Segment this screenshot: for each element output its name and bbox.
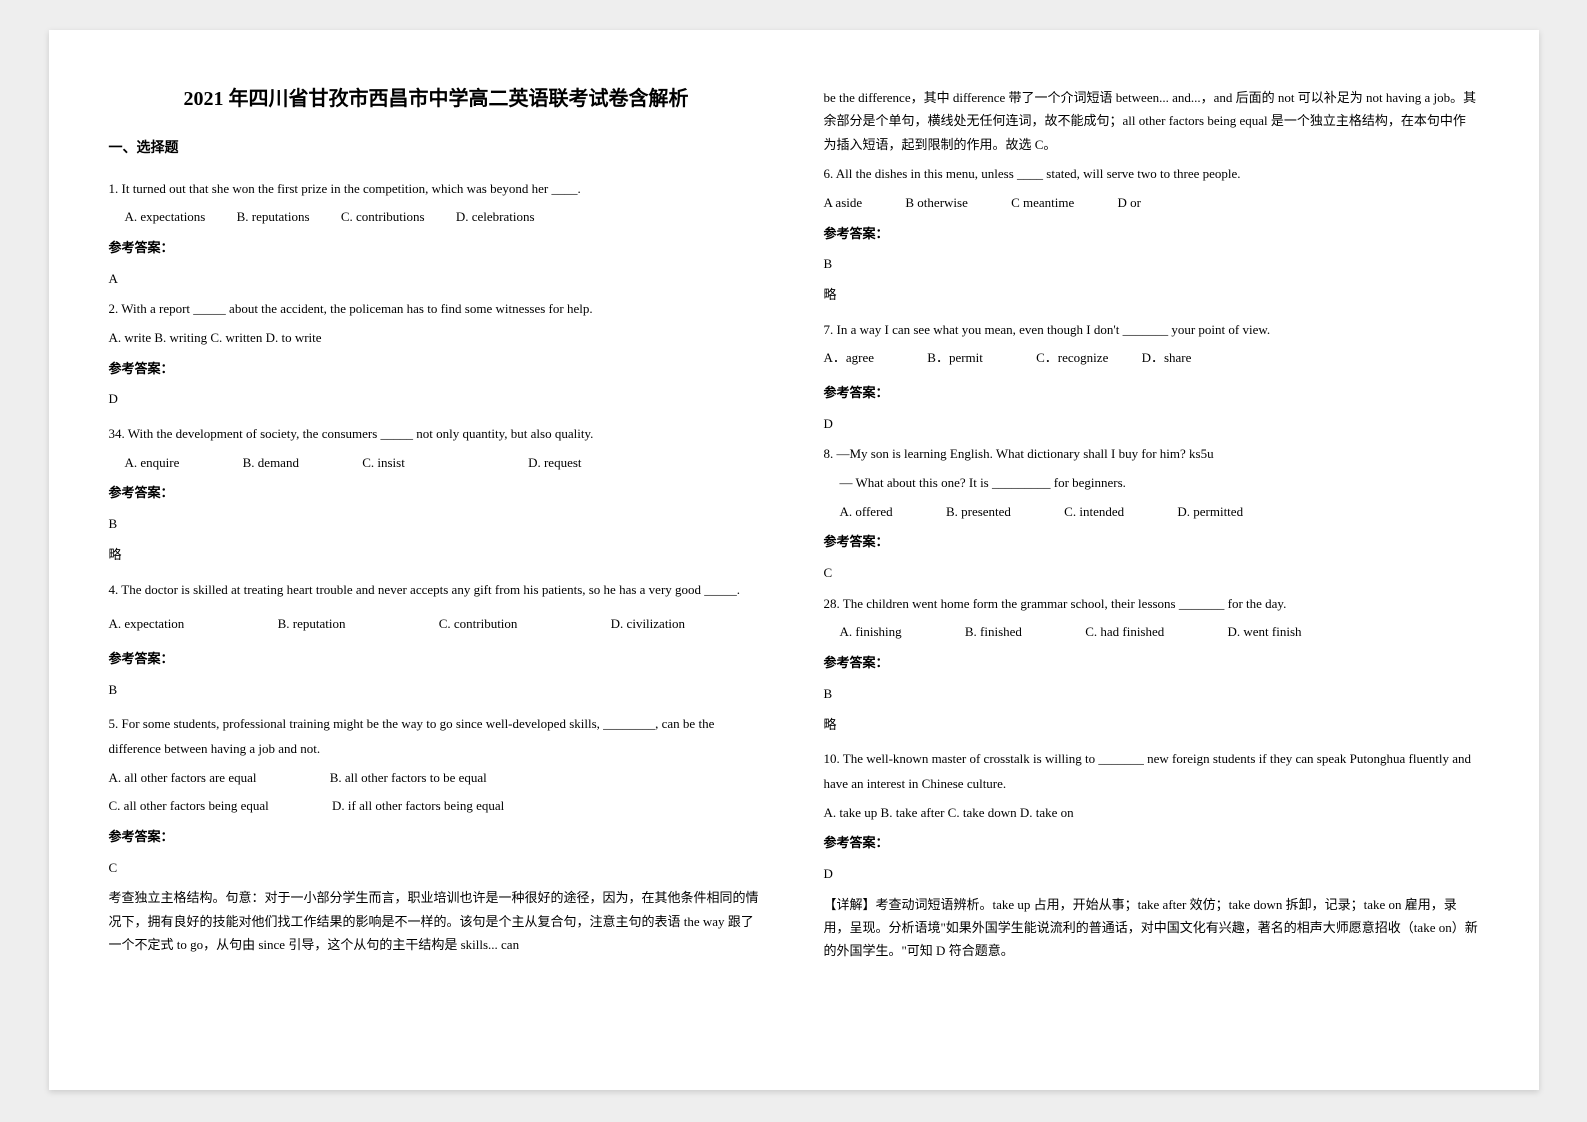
option-c: C. intended — [1064, 500, 1124, 525]
option-d: D or — [1118, 191, 1141, 216]
question-9-options: A. finishing B. finished C. had finished… — [824, 620, 1479, 645]
option-b: B. reputation — [278, 612, 346, 637]
question-9-text: 28. The children went home form the gram… — [824, 592, 1479, 617]
question-8-answer: C — [824, 561, 1479, 586]
option-a: A. offered — [840, 500, 893, 525]
option-c: C. all other factors being equal — [109, 794, 269, 819]
option-c: C. contributions — [341, 205, 425, 230]
option-b: B. presented — [946, 500, 1011, 525]
question-1-text: 1. It turned out that she won the first … — [109, 177, 764, 202]
option-a: A．agree — [824, 346, 875, 371]
question-4-options: A. expectation B. reputation C. contribu… — [109, 612, 764, 637]
question-7-options: A．agree B．permit C．recognize D．share — [824, 346, 1479, 371]
option-d: D. permitted — [1177, 500, 1243, 525]
answer-label: 参考答案： — [109, 236, 764, 261]
option-d: D. celebrations — [456, 205, 535, 230]
question-5-options-row1: A. all other factors are equal B. all ot… — [109, 766, 764, 791]
section-heading: 一、选择题 — [109, 136, 764, 163]
question-4-text: 4. The doctor is skilled at treating hea… — [109, 578, 764, 603]
question-7-answer: D — [824, 412, 1479, 437]
answer-label: 参考答案： — [109, 825, 764, 850]
question-9-note: 略 — [824, 713, 1479, 738]
option-b: B. reputations — [237, 205, 310, 230]
answer-label: 参考答案： — [824, 530, 1479, 555]
option-b: B. demand — [243, 451, 299, 476]
option-b: B. all other factors to be equal — [330, 766, 487, 791]
option-a: A. all other factors are equal — [109, 766, 257, 791]
question-5-answer: C — [109, 856, 764, 881]
question-6-answer: B — [824, 252, 1479, 277]
answer-label: 参考答案： — [824, 222, 1479, 247]
question-2-answer: D — [109, 387, 764, 412]
question-10-explanation: 【详解】考查动词短语辨析。take up 占用，开始从事；take after … — [824, 893, 1479, 963]
question-6-text: 6. All the dishes in this menu, unless _… — [824, 162, 1479, 187]
question-3-options: A. enquire B. demand C. insist D. reques… — [109, 451, 764, 476]
question-5-options-row2: C. all other factors being equal D. if a… — [109, 794, 764, 819]
question-6-options: A aside B otherwise C meantime D or — [824, 191, 1479, 216]
answer-label: 参考答案： — [109, 357, 764, 382]
question-8-text2: — What about this one? It is _________ f… — [824, 471, 1479, 496]
option-c: C. had finished — [1085, 620, 1164, 645]
option-d: D. if all other factors being equal — [332, 794, 504, 819]
question-5-text: 5. For some students, professional train… — [109, 712, 764, 761]
answer-label: 参考答案： — [824, 831, 1479, 856]
answer-label: 参考答案： — [109, 647, 764, 672]
option-c: C. contribution — [439, 612, 518, 637]
question-10-text: 10. The well-known master of crosstalk i… — [824, 747, 1479, 796]
option-d: D. went finish — [1228, 620, 1302, 645]
option-a: A. expectations — [125, 205, 206, 230]
question-3-answer: B — [109, 512, 764, 537]
document-title: 2021 年四川省甘孜市西昌市中学高二英语联考试卷含解析 — [109, 80, 764, 118]
question-6-note: 略 — [824, 283, 1479, 308]
option-b: B otherwise — [905, 191, 967, 216]
right-column: be the difference，其中 difference 带了一个介词短语… — [824, 80, 1479, 1040]
option-a: A. expectation — [109, 612, 185, 637]
question-5-explanation: 考查独立主格结构。句意：对于一小部分学生而言，职业培训也许是一种很好的途径，因为… — [109, 886, 764, 956]
question-1-answer: A — [109, 267, 764, 292]
question-8-text1: 8. —My son is learning English. What dic… — [824, 442, 1479, 467]
question-10-options: A. take up B. take after C. take down D.… — [824, 801, 1479, 826]
question-8-options: A. offered B. presented C. intended D. p… — [824, 500, 1479, 525]
document-page: 2021 年四川省甘孜市西昌市中学高二英语联考试卷含解析 一、选择题 1. It… — [49, 30, 1539, 1090]
question-1-options: A. expectations B. reputations C. contri… — [109, 205, 764, 230]
option-d: D．share — [1142, 346, 1192, 371]
question-3-note: 略 — [109, 543, 764, 568]
question-9-answer: B — [824, 682, 1479, 707]
left-column: 2021 年四川省甘孜市西昌市中学高二英语联考试卷含解析 一、选择题 1. It… — [109, 80, 764, 1040]
question-7-text: 7. In a way I can see what you mean, eve… — [824, 318, 1479, 343]
answer-label: 参考答案： — [824, 651, 1479, 676]
question-2-options: A. write B. writing C. written D. to wri… — [109, 326, 764, 351]
option-a: A aside — [824, 191, 863, 216]
question-10-answer: D — [824, 862, 1479, 887]
answer-label: 参考答案： — [824, 381, 1479, 406]
answer-label: 参考答案： — [109, 481, 764, 506]
option-d: D. civilization — [611, 612, 685, 637]
question-4-answer: B — [109, 678, 764, 703]
col2-continuation: be the difference，其中 difference 带了一个介词短语… — [824, 86, 1479, 156]
option-a: A. enquire — [125, 451, 180, 476]
option-d: D. request — [528, 451, 581, 476]
question-2-text: 2. With a report _____ about the acciden… — [109, 297, 764, 322]
option-c: C. insist — [362, 451, 405, 476]
option-b: B. finished — [965, 620, 1022, 645]
option-b: B．permit — [927, 346, 983, 371]
option-c: C meantime — [1011, 191, 1074, 216]
option-c: C．recognize — [1036, 346, 1108, 371]
option-a: A. finishing — [840, 620, 902, 645]
question-3-text: 34. With the development of society, the… — [109, 422, 764, 447]
